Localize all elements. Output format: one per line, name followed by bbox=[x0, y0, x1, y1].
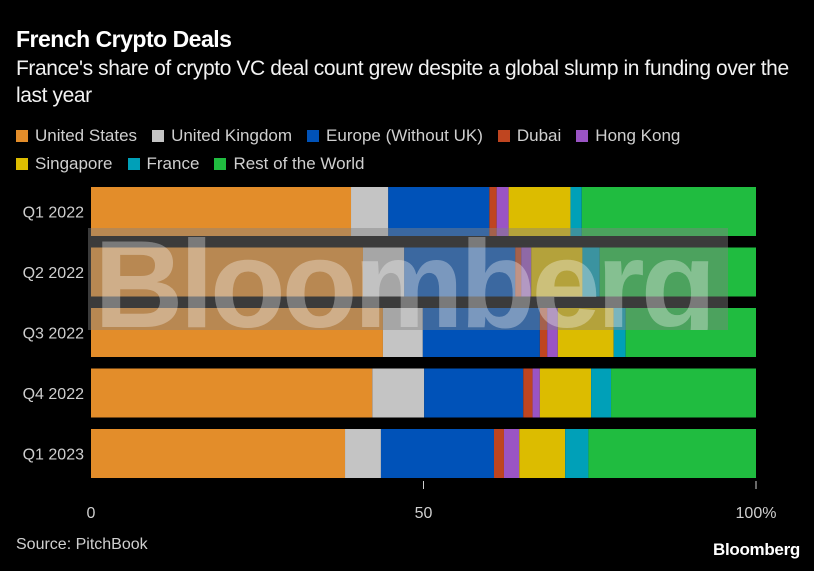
legend-swatch-icon bbox=[307, 130, 320, 142]
bar-segment-united-states-q1-2022 bbox=[91, 187, 352, 236]
legend-label: Europe (Without UK) bbox=[326, 126, 483, 145]
legend-item-europe: Europe (Without UK) bbox=[307, 126, 483, 146]
bar-segment-united-kingdom-q1-2023 bbox=[345, 429, 381, 478]
legend: United States United Kingdom Europe (Wit… bbox=[16, 122, 796, 178]
legend-item-hong-kong: Hong Kong bbox=[576, 126, 680, 146]
legend-label: Dubai bbox=[516, 126, 562, 145]
x-tick-label: 50 bbox=[415, 505, 433, 522]
bar-segment-france-q1-2023 bbox=[565, 429, 589, 478]
bar-segment-united-states-q3-2022 bbox=[91, 308, 383, 357]
bar-segment-france-q2-2022 bbox=[582, 247, 600, 297]
bar-segment-singapore-q2-2022 bbox=[531, 247, 583, 297]
bar-segment-united-states-q2-2022 bbox=[91, 247, 363, 297]
legend-item-united-kingdom: United Kingdom bbox=[152, 126, 292, 146]
bar-segment-united-kingdom-q4-2022 bbox=[372, 368, 425, 418]
legend-label: France bbox=[146, 154, 200, 173]
x-tick-label: 0 bbox=[87, 505, 96, 522]
watermark-text: Bloomberg bbox=[94, 228, 716, 330]
bar-segment-rest-of-the-world-q4-2022 bbox=[611, 368, 756, 418]
x-axis: 0 50 100% bbox=[87, 481, 777, 522]
legend-swatch-icon bbox=[152, 130, 165, 142]
legend-label: Hong Kong bbox=[595, 126, 681, 145]
watermark: Bloomberg bbox=[88, 228, 728, 330]
bar-segment-europe-without-uk-q1-2023 bbox=[380, 429, 494, 478]
bar-segment-rest-of-the-world-q1-2023 bbox=[588, 429, 756, 478]
bloomberg-logo: Bloomberg bbox=[712, 540, 800, 559]
bar-segment-dubai-q2-2022 bbox=[515, 247, 522, 297]
bar-segment-france-q3-2022 bbox=[613, 308, 626, 357]
bar-segment-united-kingdom-q3-2022 bbox=[382, 308, 423, 357]
bar-segment-singapore-q4-2022 bbox=[539, 368, 592, 418]
category-label-q4-2022: Q4 2022 bbox=[23, 386, 84, 403]
legend-row-2: Singapore France Rest of the World bbox=[16, 150, 796, 178]
bar-segment-dubai-q1-2023 bbox=[493, 429, 504, 478]
bar-segment-united-kingdom-q2-2022 bbox=[362, 247, 405, 297]
bar-segment-singapore-q3-2022 bbox=[557, 308, 614, 357]
legend-item-singapore: Singapore bbox=[16, 154, 113, 174]
legend-swatch-icon bbox=[214, 158, 227, 170]
category-labels: Q1 2022 Q2 2022 Q3 2022 Q4 2022 Q1 2023 bbox=[23, 205, 84, 464]
bar-segment-singapore-q1-2023 bbox=[519, 429, 566, 478]
bar-segment-dubai-q4-2022 bbox=[523, 368, 533, 418]
legend-item-united-states: United States bbox=[16, 126, 137, 146]
bar-segment-united-kingdom-q1-2022 bbox=[351, 187, 389, 236]
bar-segment-hong-kong-q1-2022 bbox=[496, 187, 509, 236]
bar-segment-hong-kong-q2-2022 bbox=[521, 247, 532, 297]
bar-segment-singapore-q1-2022 bbox=[508, 187, 571, 236]
category-label-q2-2022: Q2 2022 bbox=[23, 265, 84, 282]
bar-segment-united-states-q1-2023 bbox=[91, 429, 346, 478]
legend-item-rest-of-world: Rest of the World bbox=[214, 154, 364, 174]
legend-label: United Kingdom bbox=[171, 126, 293, 145]
chart-subtitle: France's share of crypto VC deal count g… bbox=[16, 57, 789, 107]
bar-segment-rest-of-the-world-q2-2022 bbox=[599, 247, 756, 297]
bar-segment-hong-kong-q4-2022 bbox=[532, 368, 540, 418]
bar-segment-dubai-q3-2022 bbox=[539, 308, 548, 357]
legend-swatch-icon bbox=[16, 130, 28, 142]
bar-segment-europe-without-uk-q2-2022 bbox=[404, 247, 516, 297]
bar-segment-united-states-q4-2022 bbox=[91, 368, 373, 418]
category-label-q1-2023: Q1 2023 bbox=[23, 447, 84, 464]
category-label-q3-2022: Q3 2022 bbox=[23, 326, 84, 343]
bar-segment-france-q1-2022 bbox=[570, 187, 582, 236]
chart-title: French Crypto Deals bbox=[16, 26, 232, 52]
bar-segment-france-q4-2022 bbox=[591, 368, 612, 418]
legend-swatch-icon bbox=[16, 158, 28, 170]
legend-item-dubai: Dubai bbox=[497, 126, 562, 146]
bar-segment-rest-of-the-world-q3-2022 bbox=[625, 308, 756, 357]
bar-segment-hong-kong-q1-2023 bbox=[503, 429, 520, 478]
legend-label: United States bbox=[35, 126, 138, 145]
legend-label: Rest of the World bbox=[233, 154, 365, 173]
bar-segment-dubai-q1-2022 bbox=[489, 187, 497, 236]
legend-swatch-icon bbox=[127, 158, 140, 170]
x-tick-label: 100% bbox=[736, 505, 777, 522]
bar-segment-europe-without-uk-q3-2022 bbox=[422, 308, 540, 357]
bar-segment-europe-without-uk-q1-2022 bbox=[388, 187, 490, 236]
legend-swatch-icon bbox=[497, 130, 510, 142]
bars-group bbox=[91, 187, 756, 478]
bar-segment-rest-of-the-world-q1-2022 bbox=[581, 187, 756, 236]
legend-label: Singapore bbox=[35, 154, 113, 173]
bar-segment-europe-without-uk-q4-2022 bbox=[424, 368, 524, 418]
category-label-q1-2022: Q1 2022 bbox=[23, 205, 84, 222]
legend-row-1: United States United Kingdom Europe (Wit… bbox=[16, 122, 796, 150]
legend-item-france: France bbox=[127, 154, 200, 174]
source-note: Source: PitchBook bbox=[16, 536, 148, 553]
bar-segment-hong-kong-q3-2022 bbox=[547, 308, 558, 357]
legend-swatch-icon bbox=[576, 130, 589, 142]
